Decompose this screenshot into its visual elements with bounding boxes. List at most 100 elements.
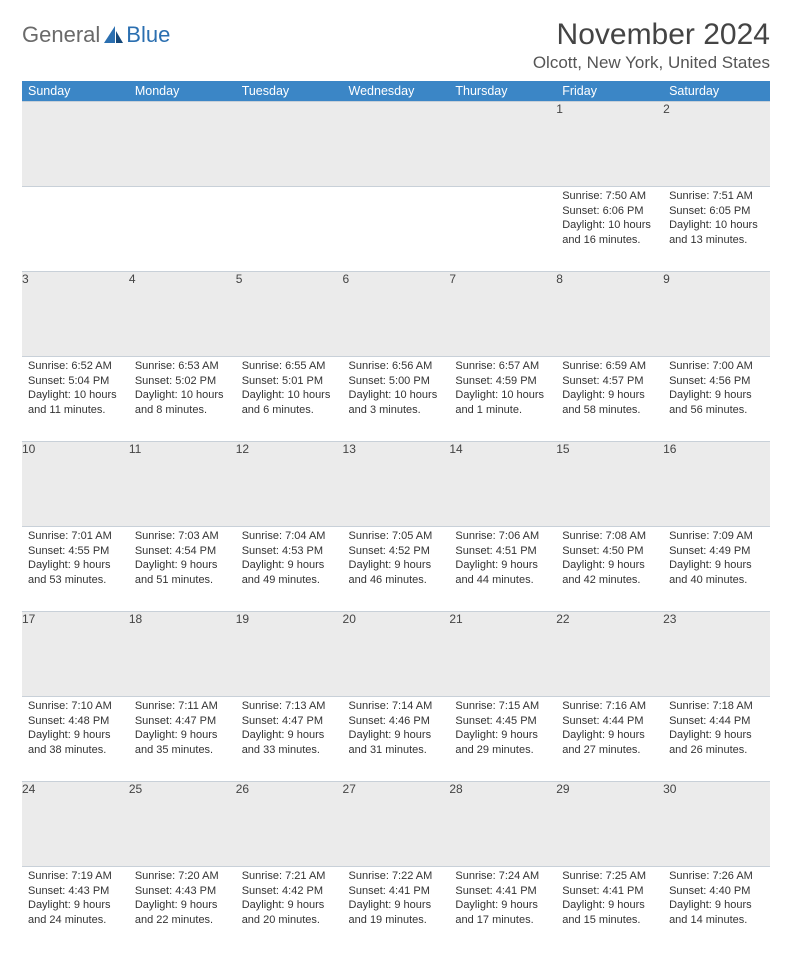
day-details: Sunrise: 7:22 AMSunset: 4:41 PMDaylight:… — [343, 867, 450, 931]
day-cell: Sunrise: 7:18 AMSunset: 4:44 PMDaylight:… — [663, 697, 770, 782]
location: Olcott, New York, United States — [533, 53, 770, 73]
day-details: Sunrise: 6:59 AMSunset: 4:57 PMDaylight:… — [556, 357, 663, 421]
logo-text-blue: Blue — [126, 22, 170, 48]
day-cell: Sunrise: 7:19 AMSunset: 4:43 PMDaylight:… — [22, 867, 129, 952]
day-number: 21 — [449, 612, 556, 697]
day-number: 17 — [22, 612, 129, 697]
day-header: Friday — [556, 81, 663, 102]
day-number: 18 — [129, 612, 236, 697]
day-header: Saturday — [663, 81, 770, 102]
day-number — [129, 102, 236, 187]
daynum-row: 12 — [22, 102, 770, 187]
day-details: Sunrise: 7:03 AMSunset: 4:54 PMDaylight:… — [129, 527, 236, 591]
day-header: Wednesday — [343, 81, 450, 102]
daynum-row: 24252627282930 — [22, 782, 770, 867]
header: General Blue November 2024 Olcott, New Y… — [22, 18, 770, 73]
day-cell: Sunrise: 7:11 AMSunset: 4:47 PMDaylight:… — [129, 697, 236, 782]
logo-sail-icon — [103, 25, 125, 45]
day-details: Sunrise: 6:57 AMSunset: 4:59 PMDaylight:… — [449, 357, 556, 421]
day-cell — [343, 187, 450, 272]
day-details: Sunrise: 7:19 AMSunset: 4:43 PMDaylight:… — [22, 867, 129, 931]
day-number: 30 — [663, 782, 770, 867]
day-details: Sunrise: 7:01 AMSunset: 4:55 PMDaylight:… — [22, 527, 129, 591]
day-cell: Sunrise: 7:25 AMSunset: 4:41 PMDaylight:… — [556, 867, 663, 952]
logo: General Blue — [22, 18, 170, 48]
day-details: Sunrise: 7:04 AMSunset: 4:53 PMDaylight:… — [236, 527, 343, 591]
day-number: 16 — [663, 442, 770, 527]
day-number: 20 — [343, 612, 450, 697]
day-cell: Sunrise: 7:05 AMSunset: 4:52 PMDaylight:… — [343, 527, 450, 612]
day-cell: Sunrise: 7:22 AMSunset: 4:41 PMDaylight:… — [343, 867, 450, 952]
day-header: Monday — [129, 81, 236, 102]
day-number: 26 — [236, 782, 343, 867]
week-row: Sunrise: 7:01 AMSunset: 4:55 PMDaylight:… — [22, 527, 770, 612]
day-cell: Sunrise: 7:20 AMSunset: 4:43 PMDaylight:… — [129, 867, 236, 952]
day-cell: Sunrise: 6:59 AMSunset: 4:57 PMDaylight:… — [556, 357, 663, 442]
day-number: 28 — [449, 782, 556, 867]
day-number: 15 — [556, 442, 663, 527]
day-number: 1 — [556, 102, 663, 187]
day-details: Sunrise: 7:21 AMSunset: 4:42 PMDaylight:… — [236, 867, 343, 931]
day-cell: Sunrise: 7:10 AMSunset: 4:48 PMDaylight:… — [22, 697, 129, 782]
day-cell: Sunrise: 6:52 AMSunset: 5:04 PMDaylight:… — [22, 357, 129, 442]
day-cell: Sunrise: 6:53 AMSunset: 5:02 PMDaylight:… — [129, 357, 236, 442]
day-number: 14 — [449, 442, 556, 527]
week-row: Sunrise: 7:19 AMSunset: 4:43 PMDaylight:… — [22, 867, 770, 952]
logo-text-general: General — [22, 22, 100, 48]
day-details: Sunrise: 7:05 AMSunset: 4:52 PMDaylight:… — [343, 527, 450, 591]
day-number: 29 — [556, 782, 663, 867]
day-cell: Sunrise: 7:09 AMSunset: 4:49 PMDaylight:… — [663, 527, 770, 612]
day-cell: Sunrise: 7:21 AMSunset: 4:42 PMDaylight:… — [236, 867, 343, 952]
day-cell: Sunrise: 7:15 AMSunset: 4:45 PMDaylight:… — [449, 697, 556, 782]
day-number: 11 — [129, 442, 236, 527]
day-number: 4 — [129, 272, 236, 357]
day-details: Sunrise: 7:13 AMSunset: 4:47 PMDaylight:… — [236, 697, 343, 761]
day-number: 27 — [343, 782, 450, 867]
day-cell — [236, 187, 343, 272]
day-number: 8 — [556, 272, 663, 357]
day-details: Sunrise: 7:09 AMSunset: 4:49 PMDaylight:… — [663, 527, 770, 591]
day-details: Sunrise: 7:24 AMSunset: 4:41 PMDaylight:… — [449, 867, 556, 931]
day-details: Sunrise: 7:08 AMSunset: 4:50 PMDaylight:… — [556, 527, 663, 591]
day-cell: Sunrise: 7:04 AMSunset: 4:53 PMDaylight:… — [236, 527, 343, 612]
day-details: Sunrise: 7:26 AMSunset: 4:40 PMDaylight:… — [663, 867, 770, 931]
day-details: Sunrise: 7:51 AMSunset: 6:05 PMDaylight:… — [663, 187, 770, 251]
day-cell: Sunrise: 7:16 AMSunset: 4:44 PMDaylight:… — [556, 697, 663, 782]
day-details: Sunrise: 6:53 AMSunset: 5:02 PMDaylight:… — [129, 357, 236, 421]
week-row: Sunrise: 7:50 AMSunset: 6:06 PMDaylight:… — [22, 187, 770, 272]
day-number — [343, 102, 450, 187]
day-cell: Sunrise: 6:57 AMSunset: 4:59 PMDaylight:… — [449, 357, 556, 442]
day-cell — [22, 187, 129, 272]
day-cell: Sunrise: 7:14 AMSunset: 4:46 PMDaylight:… — [343, 697, 450, 782]
day-number: 23 — [663, 612, 770, 697]
daynum-row: 10111213141516 — [22, 442, 770, 527]
day-number: 25 — [129, 782, 236, 867]
day-details: Sunrise: 7:11 AMSunset: 4:47 PMDaylight:… — [129, 697, 236, 761]
day-cell: Sunrise: 7:06 AMSunset: 4:51 PMDaylight:… — [449, 527, 556, 612]
daynum-row: 17181920212223 — [22, 612, 770, 697]
week-row: Sunrise: 7:10 AMSunset: 4:48 PMDaylight:… — [22, 697, 770, 782]
day-details: Sunrise: 7:16 AMSunset: 4:44 PMDaylight:… — [556, 697, 663, 761]
day-number: 3 — [22, 272, 129, 357]
day-cell: Sunrise: 7:13 AMSunset: 4:47 PMDaylight:… — [236, 697, 343, 782]
day-header: Sunday — [22, 81, 129, 102]
day-details: Sunrise: 7:06 AMSunset: 4:51 PMDaylight:… — [449, 527, 556, 591]
calendar-table: SundayMondayTuesdayWednesdayThursdayFrid… — [22, 81, 770, 951]
day-number: 13 — [343, 442, 450, 527]
day-number — [236, 102, 343, 187]
day-header-row: SundayMondayTuesdayWednesdayThursdayFrid… — [22, 81, 770, 102]
day-cell — [449, 187, 556, 272]
day-number — [449, 102, 556, 187]
day-number: 7 — [449, 272, 556, 357]
day-details: Sunrise: 7:18 AMSunset: 4:44 PMDaylight:… — [663, 697, 770, 761]
day-number: 5 — [236, 272, 343, 357]
day-cell: Sunrise: 7:51 AMSunset: 6:05 PMDaylight:… — [663, 187, 770, 272]
day-details: Sunrise: 6:56 AMSunset: 5:00 PMDaylight:… — [343, 357, 450, 421]
daynum-row: 3456789 — [22, 272, 770, 357]
day-number: 10 — [22, 442, 129, 527]
day-cell — [129, 187, 236, 272]
day-details: Sunrise: 7:15 AMSunset: 4:45 PMDaylight:… — [449, 697, 556, 761]
day-number: 9 — [663, 272, 770, 357]
day-number: 19 — [236, 612, 343, 697]
day-cell: Sunrise: 7:01 AMSunset: 4:55 PMDaylight:… — [22, 527, 129, 612]
